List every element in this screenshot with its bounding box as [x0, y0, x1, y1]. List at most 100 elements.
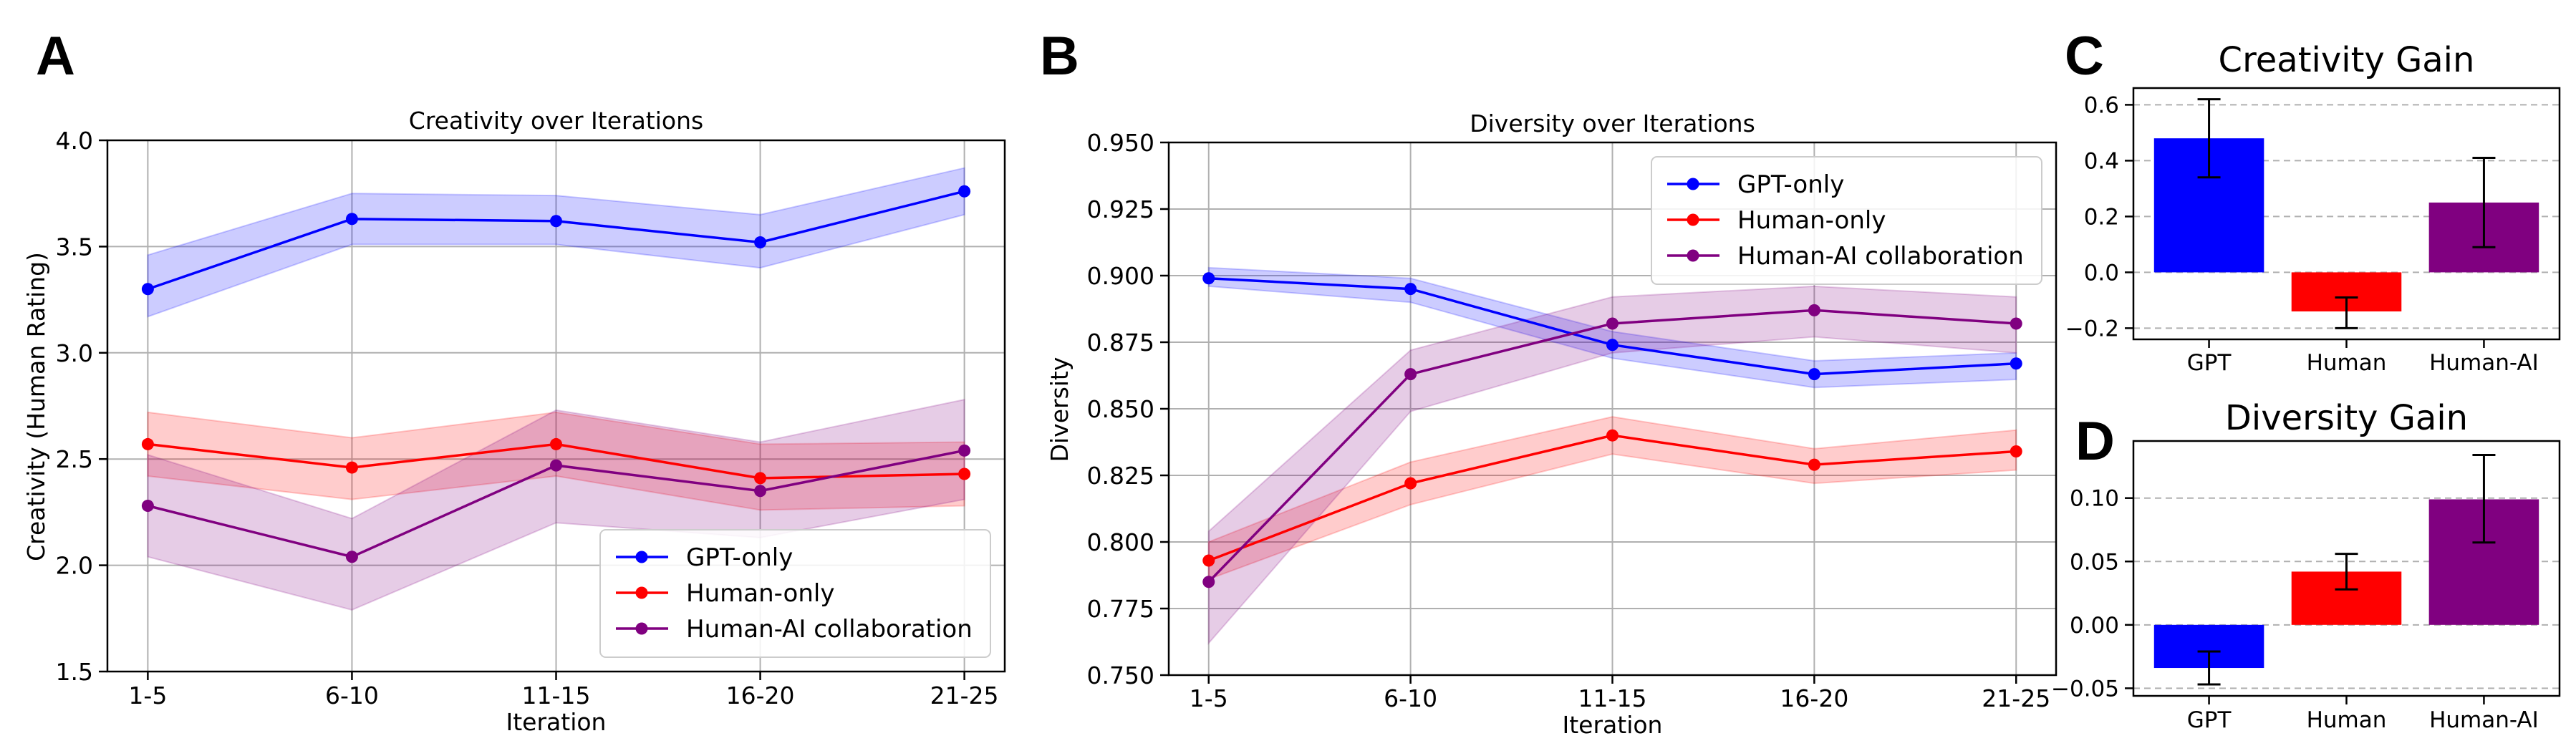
panel-label-a: A [36, 26, 75, 87]
x-tick-label: 11-15 [1578, 684, 1647, 712]
legend-label: Human-only [1737, 206, 1886, 235]
data-point [958, 185, 971, 198]
legend-marker [1687, 213, 1699, 226]
y-tick-label: 0.850 [1087, 395, 1154, 423]
y-tick-label: 0.0 [2084, 260, 2119, 286]
data-point [958, 444, 971, 457]
data-point [2010, 317, 2022, 330]
y-tick-label: 0.750 [1087, 662, 1154, 689]
y-tick-label: 0.05 [2070, 549, 2119, 575]
y-tick-label: 0.875 [1087, 329, 1154, 357]
y-tick-label: 0.2 [2084, 204, 2119, 230]
y-tick-label: 0.950 [1087, 129, 1154, 157]
y-tick-label: 0.00 [2070, 613, 2119, 639]
legend-marker [1687, 249, 1699, 262]
x-tick-label: 1-5 [1190, 684, 1228, 712]
confidence-band [147, 167, 965, 318]
data-point [141, 499, 154, 512]
legend: GPT-only Human-only Human-AI collaboration [1651, 156, 2042, 285]
y-axis-label: Creativity (Human Rating) [22, 252, 50, 561]
y-tick-label: 0.6 [2084, 92, 2119, 118]
panel-d-diversity-gain-bar-chart: GPT Human Human-AI −0.05 0.00 0.05 0.10 Diversi… [2051, 398, 2561, 733]
plot-frame [2132, 87, 2561, 341]
data-point [1606, 429, 1619, 442]
x-tick-label: Human-AI [2429, 350, 2539, 376]
legend-label: Human-AI collaboration [686, 615, 973, 644]
y-tick-label: 0.900 [1087, 262, 1154, 290]
y-tick-label: 0.10 [2070, 486, 2119, 512]
y-axis-label: Diversity [1046, 357, 1074, 462]
legend-box [1651, 156, 2042, 285]
data-point [754, 472, 767, 485]
data-point [1606, 339, 1619, 352]
panel-a-creativity-line-chart: 1-5 6-10 11-15 16-20 21-25 1.5 2.0 2.5 3.0 3.5 4.0… [22, 107, 1006, 736]
chart-title: Diversity over Iterations [1470, 110, 1755, 137]
legend-marker [635, 586, 648, 599]
y-tick-label: −0.2 [2065, 316, 2119, 341]
data-point [550, 215, 562, 228]
data-point [345, 213, 358, 226]
data-point [1404, 368, 1417, 381]
data-point [1606, 317, 1619, 330]
data-point [141, 283, 154, 296]
x-tick-label: 21-25 [930, 682, 999, 709]
data-point [1808, 458, 1820, 471]
legend-label: Human-only [686, 579, 834, 608]
y-tick-label: 4.0 [56, 127, 93, 155]
x-axis-label: Iteration [1563, 711, 1663, 739]
data-point [550, 437, 562, 450]
y-tick-label: 0.4 [2084, 148, 2119, 174]
y-tick-label: 3.0 [56, 339, 93, 367]
y-tick-label: 2.0 [56, 552, 93, 580]
x-tick-label: GPT [2187, 707, 2232, 733]
y-tick-label: −0.05 [2051, 676, 2119, 702]
x-tick-label: Human [2307, 350, 2387, 376]
x-tick-label: GPT [2187, 350, 2232, 376]
chart-title: Diversity Gain [2225, 398, 2468, 438]
data-point [754, 485, 767, 498]
confidence-band [1207, 416, 2017, 581]
data-point [2010, 357, 2022, 370]
x-tick-label: 6-10 [325, 682, 379, 709]
legend-box [599, 529, 991, 658]
y-tick-label: 0.775 [1087, 595, 1154, 623]
y-tick-label: 3.5 [56, 233, 93, 261]
panel-b-diversity-line-chart: 1-5 6-10 11-15 16-20 21-25 0.750 0.775 0.800 0.8… [1046, 110, 2058, 739]
x-axis-label: Iteration [506, 708, 607, 736]
x-tick-label: Human-AI [2429, 707, 2539, 733]
chart-title: Creativity Gain [2219, 40, 2475, 80]
confidence-band [1207, 266, 2017, 389]
y-tick-label: 0.800 [1087, 528, 1154, 556]
legend-label: GPT-only [1737, 170, 1844, 199]
data-point [2010, 445, 2022, 458]
x-tick-label: 21-25 [1982, 684, 2050, 712]
legend-marker [635, 622, 648, 635]
data-point [1202, 576, 1215, 588]
data-point [1202, 272, 1215, 285]
panel-label-d: D [2075, 411, 2115, 472]
x-tick-label: Human [2307, 707, 2387, 733]
legend-marker [1687, 178, 1699, 190]
x-tick-label: 1-5 [128, 682, 167, 709]
data-point [1808, 304, 1820, 316]
data-point [958, 467, 971, 480]
y-tick-label: 1.5 [56, 658, 93, 686]
data-point [1808, 368, 1820, 381]
x-tick-label: 16-20 [1780, 684, 1848, 712]
data-point [1404, 477, 1417, 490]
panel-label-b: B [1040, 26, 1079, 87]
x-tick-label: 16-20 [726, 682, 795, 709]
legend-label: GPT-only [686, 543, 793, 572]
panel-label-c: C [2065, 26, 2104, 87]
x-tick-label: 11-15 [522, 682, 591, 709]
legend-label: Human-AI collaboration [1737, 242, 2024, 271]
y-tick-label: 2.5 [56, 445, 93, 473]
legend-marker [635, 551, 648, 563]
data-point [345, 551, 358, 563]
x-tick-label: 6-10 [1384, 684, 1437, 712]
data-point [345, 461, 358, 474]
data-point [1404, 283, 1417, 296]
y-tick-label: 0.925 [1087, 195, 1154, 223]
data-point [141, 437, 154, 450]
